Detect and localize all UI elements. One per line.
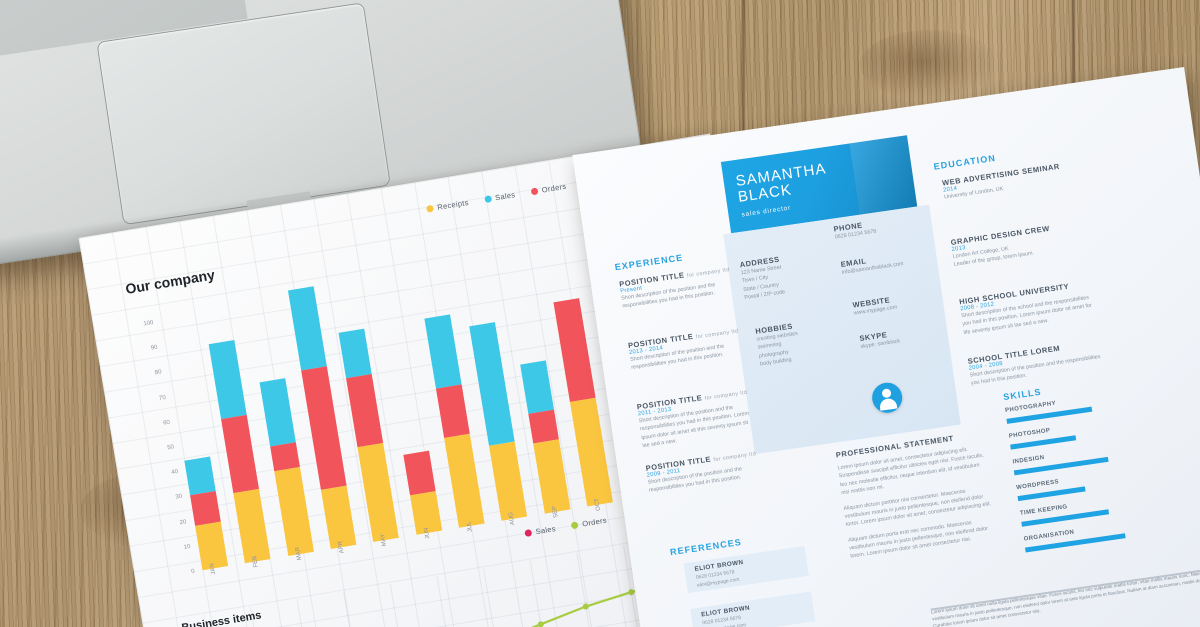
bar-segment-receipts	[489, 441, 528, 521]
y-tick-label: 20	[179, 518, 187, 526]
legend-swatch	[530, 187, 539, 196]
bar-segment-orders	[301, 365, 347, 490]
y-tick-label: 90	[150, 344, 159, 352]
education-heading: EDUCATION	[933, 152, 997, 172]
y-tick-label: 50	[166, 444, 175, 452]
experience-item: POSITION TITLE for company ltd Present Sho…	[619, 263, 738, 311]
experience-item: POSITION TITLE for company ltd 2009 - 201…	[645, 447, 764, 495]
wood-knot	[860, 30, 1000, 100]
footer-paragraph: Lorem ipsum dolor sit amet nulla ligula …	[930, 565, 1200, 627]
legend-swatch	[425, 204, 435, 213]
experience-heading: EXPERIENCE	[614, 252, 684, 273]
bar-column	[259, 377, 314, 557]
x-tick-label: JUN	[423, 526, 432, 540]
key-spacebar[interactable]	[0, 0, 142, 1]
experience-item: POSITION TITLE for company ltd 2011 - 201…	[636, 386, 758, 451]
education-item: GRAPHIC DESIGN CREW 2013 London Art Colleg…	[950, 219, 1089, 270]
bar-segment-sales	[424, 314, 462, 389]
avatar-head-shape	[881, 388, 892, 399]
y-tick-label: 80	[154, 369, 163, 377]
skills-heading: SKILLS	[1002, 386, 1043, 403]
bar-column	[403, 451, 442, 535]
bar-segment-sales	[469, 322, 516, 447]
bar-segment-orders	[435, 384, 470, 439]
experience-item: POSITION TITLE for company ltd 2013 - 201…	[627, 325, 746, 373]
bar-segment-receipts	[569, 397, 613, 507]
education-item: HIGH SCHOOL UNIVERSITY 2008 - 2012 Short d…	[959, 278, 1099, 337]
y-tick-label: 70	[158, 394, 167, 402]
skill-label: INDESIGN	[1012, 454, 1046, 466]
y-tick-label: 30	[175, 493, 183, 502]
skill-label: PHOTOSHOP	[1008, 427, 1051, 440]
y-tick-label: 60	[162, 419, 171, 427]
skill-label: TIME KEEPING	[1019, 504, 1068, 517]
bar-segment-receipts	[233, 489, 271, 564]
bar-segment-sales	[184, 456, 216, 496]
education-item: SCHOOL TITLE LOREM 2004 - 2008 Short descr…	[967, 337, 1106, 388]
banner-fold-shape	[849, 135, 918, 215]
resume-footer-text: Lorem ipsum dolor sit amet nulla ligula …	[930, 565, 1200, 627]
resume-role: sales director	[741, 204, 792, 219]
bar-segment-orders	[403, 451, 436, 496]
trackpad[interactable]	[97, 3, 390, 225]
resume-document: SAMANTHA BLACK sales director EXPERIENCE…	[572, 66, 1200, 627]
x-tick-label: SEP	[551, 505, 560, 519]
professional-statement-block: PROFESSIONAL STATEMENT Lorem ipsum dolor…	[835, 429, 1000, 568]
legend-swatch	[524, 529, 533, 538]
bar-segment-receipts	[444, 434, 485, 528]
skill-label: WORDPRESS	[1015, 479, 1060, 492]
resume-name: SAMANTHA BLACK	[734, 160, 828, 207]
bar-segment-sales	[338, 328, 372, 378]
y-tick-label: 40	[171, 469, 179, 477]
bar-segment-sales	[259, 377, 296, 447]
bar-segment-orders	[528, 409, 559, 445]
professional-statement-paragraphs: Lorem ipsum dolor sit amet, consectetur …	[837, 443, 999, 561]
bar-segment-receipts	[357, 443, 400, 542]
bar-segment-orders	[221, 414, 260, 494]
y-tick-label: 10	[183, 543, 191, 551]
references-heading: REFERENCES	[669, 536, 743, 558]
bar-segment-receipts	[273, 467, 314, 557]
legend-swatch	[570, 521, 579, 530]
avatar-body-shape	[878, 397, 898, 411]
bar-segment-orders	[190, 491, 221, 526]
bar-column	[519, 360, 571, 514]
bar-segment-receipts	[320, 485, 357, 550]
bar-segment-receipts	[532, 439, 571, 514]
bar-segment-sales	[209, 340, 248, 419]
bar-segment-sales	[287, 286, 327, 371]
bar-segment-orders	[553, 298, 596, 403]
bar-segment-orders	[346, 373, 384, 448]
bar-segment-sales	[519, 360, 554, 415]
legend-swatch	[483, 195, 492, 204]
y-tick-label: 100	[143, 319, 154, 328]
